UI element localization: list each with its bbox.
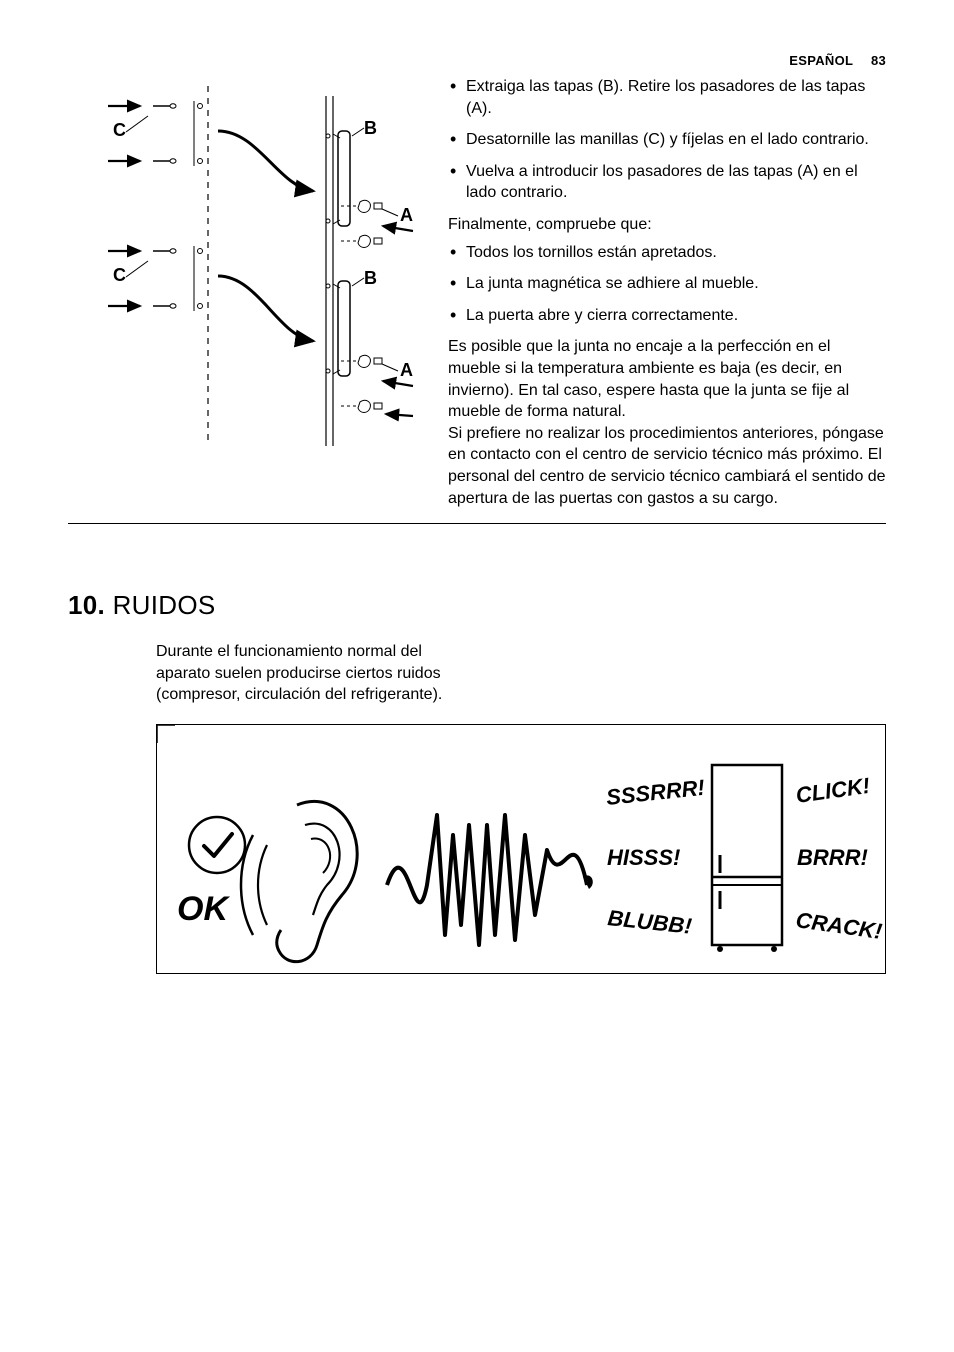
diagram-label-a: A: [400, 205, 413, 225]
section-10-heading: 10. RUIDOS: [68, 588, 886, 623]
note-paragraph: Es posible que la junta no encaje a la p…: [448, 336, 886, 509]
section-title-text: RUIDOS: [113, 590, 216, 620]
ok-badge: [189, 817, 245, 873]
check-item: Todos los tornillos están apretados.: [448, 242, 886, 264]
sound-click: CLICK!: [794, 773, 871, 808]
diagram-label-b: B: [364, 118, 377, 138]
section-divider: [68, 523, 886, 524]
instructions-column: Extraiga las tapas (B). Retire los pasa­…: [448, 76, 886, 509]
check-item: La puerta abre y cierra correctamente.: [448, 305, 886, 327]
section-10-intro: Durante el funcionamiento normal del apa…: [156, 641, 476, 706]
steps-list-1: Extraiga las tapas (B). Retire los pasa­…: [448, 76, 886, 204]
check-item: La junta magnética se adhiere al mue­ble…: [448, 273, 886, 295]
check-text: Todos los tornillos están apretados.: [466, 244, 717, 261]
step-text: Vuelva a introducir los pasadores de las…: [466, 163, 858, 202]
left-handle-group: C C: [108, 101, 203, 311]
finally-label: Finalmente, compruebe que:: [448, 214, 886, 236]
right-panel: B A: [326, 96, 413, 446]
sound-hisss: HISSS!: [607, 845, 680, 870]
checks-list: Todos los tornillos están apretados. La …: [448, 242, 886, 327]
ear-icon: [241, 801, 357, 961]
check-text: La puerta abre y cierra correctamente.: [466, 307, 738, 324]
step-item: Extraiga las tapas (B). Retire los pasa­…: [448, 76, 886, 119]
noise-figure: OK SSSRRR! HISSS! BLUBB!: [156, 724, 886, 974]
ok-text: OK: [177, 890, 230, 928]
diagram-label-c-2: C: [113, 265, 126, 285]
check-text: La junta magnética se adhiere al mue­ble…: [466, 275, 759, 292]
fridge-icon: [712, 765, 782, 952]
diagram-label-c: C: [113, 120, 126, 140]
section-number: 10.: [68, 590, 105, 620]
noise-svg: OK SSSRRR! HISSS! BLUBB!: [157, 725, 885, 973]
sound-brrr: BRRR!: [797, 845, 868, 870]
sound-blubb: BLUBB!: [606, 905, 692, 939]
waveform-icon: [387, 815, 593, 945]
page-number: 83: [871, 53, 886, 68]
step-text: Extraiga las tapas (B). Retire los pasa­…: [466, 78, 865, 117]
diagram-column: C C: [68, 76, 428, 509]
diagram-label-a-2: A: [400, 360, 413, 380]
page-header: ESPAÑOL 83: [789, 52, 886, 70]
step-text: Desatornille las manillas (C) y fíjelas …: [466, 131, 869, 148]
step-item: Vuelva a introducir los pasadores de las…: [448, 161, 886, 204]
top-section: C C: [68, 76, 886, 509]
step-item: Desatornille las manillas (C) y fíjelas …: [448, 129, 886, 151]
header-language: ESPAÑOL: [789, 53, 853, 68]
diagram-label-b-2: B: [364, 268, 377, 288]
sound-sssrrr: SSSRRR!: [605, 775, 706, 810]
sound-crack: CRACK!: [794, 907, 883, 944]
handle-diagram: C C: [68, 76, 428, 456]
